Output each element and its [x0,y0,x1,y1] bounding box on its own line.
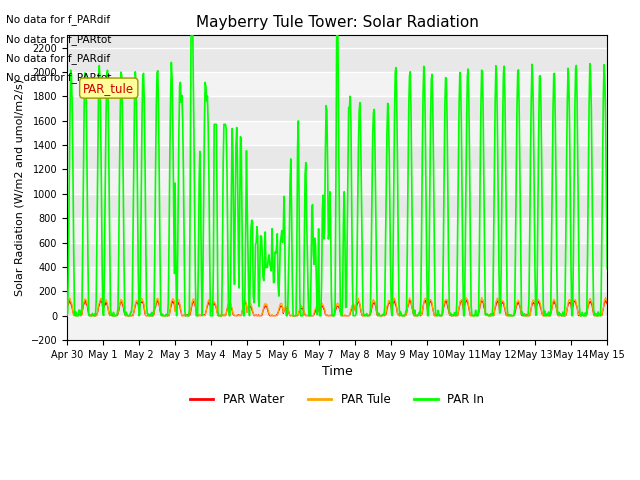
PAR Water [63,307,71,313]
PAR Tule [604,298,611,304]
Text: No data for f_PARtot: No data for f_PARtot [6,34,112,45]
PAR Water [130,310,138,315]
Text: No data for f_PARdif: No data for f_PARdif [6,14,111,25]
Line: PAR In: PAR In [67,0,607,316]
PAR Water [185,313,193,319]
PAR Water [604,301,611,307]
Text: No data for f_PARdif: No data for f_PARdif [6,53,111,64]
PAR Tule [403,306,411,312]
Bar [67,267,607,291]
Bar [67,218,607,242]
PAR Tule [74,313,81,319]
Text: PAR_tule: PAR_tule [83,82,134,95]
PAR Tule [212,306,220,312]
PAR Water [72,313,80,319]
PAR Tule [419,305,427,311]
PAR Tule [63,308,71,313]
PAR Tule [478,295,486,300]
Line: PAR Tule: PAR Tule [67,298,607,316]
PAR In [63,313,71,319]
PAR Water [74,313,82,319]
PAR Water [420,300,428,306]
PAR Tule [129,313,137,319]
Y-axis label: Solar Radiation (W/m2 and umol/m2/s): Solar Radiation (W/m2 and umol/m2/s) [15,79,25,296]
PAR Water [66,297,74,303]
PAR Tule [184,313,192,319]
PAR In [129,299,136,305]
PAR Water [213,309,221,315]
Line: PAR Water: PAR Water [67,300,607,316]
PAR In [604,266,611,272]
PAR In [403,248,411,254]
PAR In [73,313,81,319]
Bar [67,120,607,145]
PAR In [183,313,191,319]
PAR In [212,121,220,127]
X-axis label: Time: Time [322,365,353,378]
Bar [67,316,607,340]
Title: Mayberry Tule Tower: Solar Radiation: Mayberry Tule Tower: Solar Radiation [196,15,479,30]
Text: No data for f_PARtot: No data for f_PARtot [6,72,112,83]
Legend: PAR Water, PAR Tule, PAR In: PAR Water, PAR Tule, PAR In [185,388,489,410]
PAR Tule [71,313,79,319]
Bar [67,72,607,96]
PAR Water [404,303,412,309]
Bar [67,169,607,194]
PAR In [419,92,427,98]
